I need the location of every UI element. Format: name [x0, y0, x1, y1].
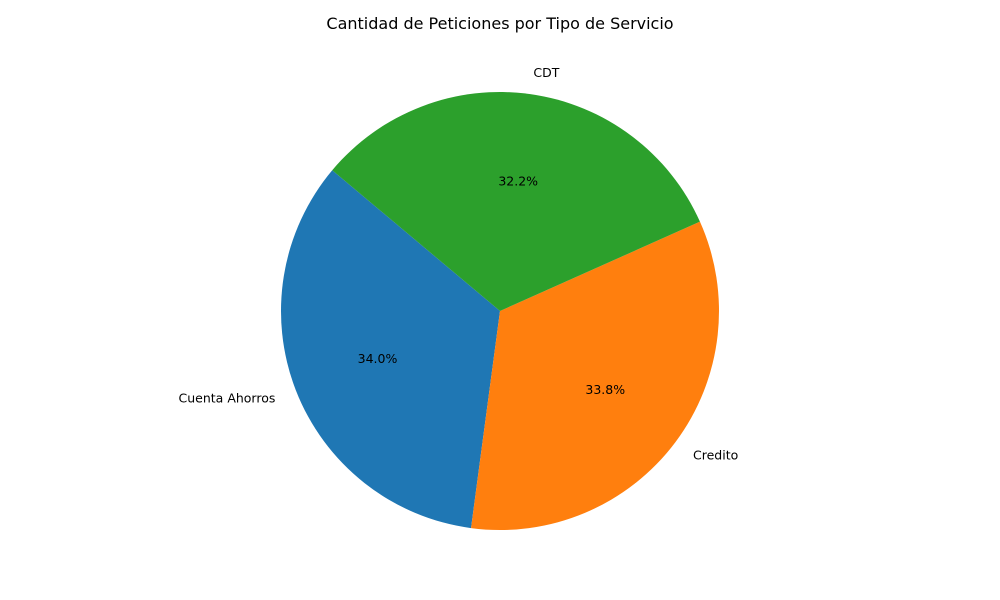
slice-category-label: CDT	[533, 65, 559, 80]
slice-category-label: Credito	[693, 448, 738, 463]
pie-slices	[281, 92, 719, 531]
pie-labels: Cuenta Ahorros 34.0% Credito 33.8% CDT 32.2%	[179, 65, 739, 463]
slice-category-label: Cuenta Ahorros	[179, 391, 276, 406]
slice-percent-label: 32.2%	[498, 173, 538, 188]
slice-percent-label: 34.0%	[358, 351, 398, 366]
pie-slice-credito	[471, 221, 719, 531]
pie-slice-cdt	[332, 92, 700, 311]
slice-percent-label: 33.8%	[585, 382, 625, 397]
pie-slice-cuenta-ahorros	[281, 170, 500, 529]
chart-title: Cantidad de Peticiones por Tipo de Servi…	[326, 14, 674, 33]
